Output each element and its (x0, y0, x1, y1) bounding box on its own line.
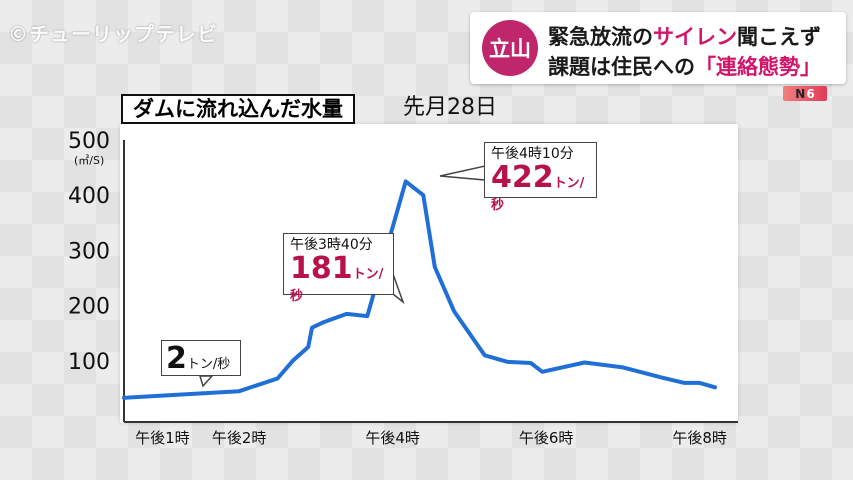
headline-text: 聞こえず (737, 25, 821, 49)
callout-start: 2トン/秒 (161, 340, 241, 376)
headline-highlight: サイレン (653, 25, 737, 49)
callout-time: 午後3時40分 (290, 237, 373, 253)
y-tick-label: 400 (68, 184, 110, 209)
y-tick-label: 300 (68, 239, 110, 264)
headline-line-1: 緊急放流のサイレン聞こえず (548, 21, 821, 51)
station-watermark: ©チューリップテレビ (8, 22, 218, 46)
y-tick-label: 500 (68, 129, 110, 154)
callout-pointer (198, 375, 214, 388)
x-tick-label: 午後8時 (672, 429, 727, 447)
callout-1540: 午後3時40分 181トン/秒 (283, 233, 394, 304)
callout-pointer (439, 165, 486, 181)
callout-value: 2 (166, 341, 187, 376)
callout-value: 422 (491, 160, 554, 195)
headline-banner: 立山 緊急放流のサイレン聞こえず 課題は住民への「連絡態勢」 (470, 12, 846, 84)
x-tick-label: 午後1時 (135, 429, 190, 447)
headline-line-2: 課題は住民への「連絡態勢」 (548, 51, 821, 81)
callout-unit: トン/秒 (290, 267, 384, 304)
chart-title: ダムに流れ込んだ水量 (121, 94, 355, 124)
headline-highlight: 「連絡態勢」 (695, 55, 821, 79)
callout-unit: トン/秒 (491, 176, 585, 213)
series-line (122, 179, 717, 400)
x-tick-label: 午後2時 (212, 429, 267, 447)
callout-value: 181 (290, 251, 353, 286)
y-tick-label: 100 (68, 350, 110, 375)
callout-peak: 午後4時10分 422トン/秒 (484, 142, 597, 213)
chart-subtitle: 先月28日 (403, 95, 497, 120)
headline-text: 課題は住民への (548, 55, 695, 79)
place-badge: 立山 (482, 20, 538, 76)
headline-text: 緊急放流の (548, 25, 653, 49)
x-tick-label: 午後4時 (365, 429, 420, 447)
callout-time: 午後4時10分 (491, 146, 574, 162)
logo-number: 6 (806, 86, 815, 101)
callout-unit: トン/秒 (186, 357, 231, 372)
x-tick-label: 午後6時 (519, 429, 574, 447)
y-axis-unit: (㎥/S) (74, 154, 104, 167)
logo-letter: N (795, 86, 806, 101)
y-tick-label: 200 (68, 295, 110, 320)
